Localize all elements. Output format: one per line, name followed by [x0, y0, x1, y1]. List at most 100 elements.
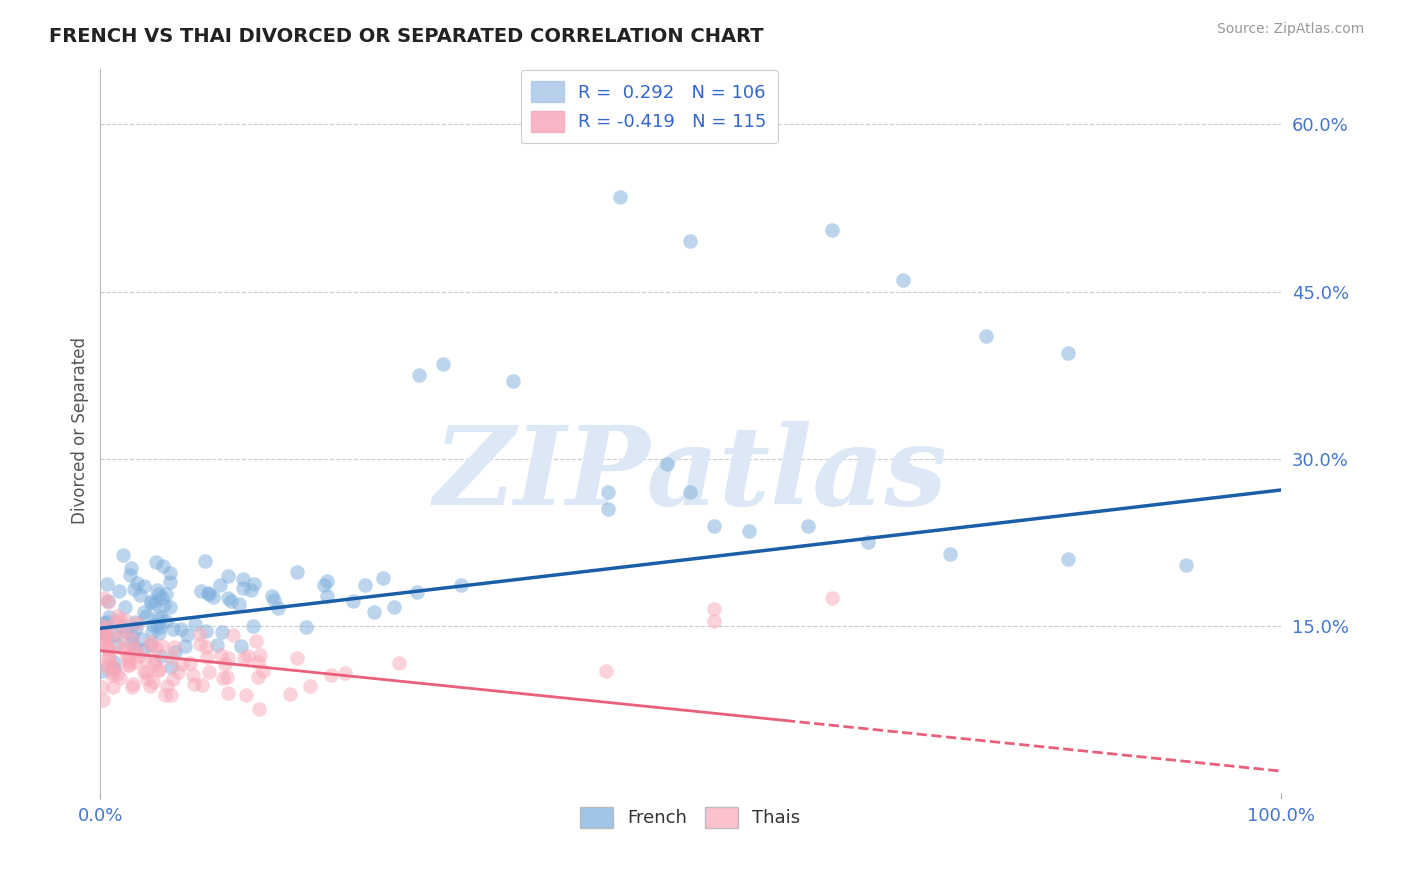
Point	[373, 571, 395, 585]
Point	[278, 687, 301, 701]
Point	[596, 502, 619, 516]
Point	[129, 588, 152, 602]
Point	[353, 578, 375, 592]
Point	[141, 634, 163, 648]
Point	[155, 615, 177, 629]
Point	[252, 664, 274, 678]
Point	[96, 615, 118, 629]
Point	[239, 583, 262, 598]
Point	[342, 594, 364, 608]
Point	[143, 657, 166, 671]
Point	[246, 655, 269, 669]
Point	[117, 649, 139, 664]
Point	[117, 657, 139, 672]
Point	[127, 575, 149, 590]
Point	[93, 632, 115, 646]
Point	[125, 643, 148, 657]
Point	[162, 672, 184, 686]
Point	[312, 578, 335, 592]
Point	[131, 632, 153, 647]
Point	[148, 609, 170, 624]
Point	[100, 629, 122, 643]
Point	[159, 660, 181, 674]
Point	[169, 623, 191, 637]
Point	[165, 645, 187, 659]
Point	[110, 612, 132, 626]
Point	[96, 576, 118, 591]
Point	[118, 567, 141, 582]
Point	[194, 554, 217, 568]
Point	[198, 665, 221, 679]
Point	[502, 374, 524, 388]
Point	[97, 641, 120, 656]
Point	[201, 591, 224, 605]
Point	[103, 656, 125, 670]
Point	[134, 651, 156, 665]
Point	[107, 666, 129, 681]
Point	[450, 578, 472, 592]
Point	[149, 649, 172, 664]
Point	[405, 585, 427, 599]
Point	[679, 485, 702, 500]
Point	[132, 605, 155, 619]
Point	[139, 638, 162, 652]
Text: Source: ZipAtlas.com: Source: ZipAtlas.com	[1216, 22, 1364, 37]
Point	[363, 606, 385, 620]
Point	[197, 586, 219, 600]
Point	[139, 596, 162, 610]
Point	[159, 651, 181, 665]
Point	[267, 601, 290, 615]
Point	[382, 600, 405, 615]
Point	[124, 640, 146, 655]
Point	[97, 594, 120, 608]
Point	[172, 657, 194, 672]
Point	[146, 582, 169, 597]
Point	[96, 641, 118, 656]
Point	[159, 688, 181, 702]
Point	[120, 636, 142, 650]
Point	[217, 568, 239, 582]
Point	[316, 590, 339, 604]
Point	[190, 584, 212, 599]
Point	[120, 561, 142, 575]
Point	[188, 637, 211, 651]
Point	[221, 594, 243, 608]
Point	[198, 587, 221, 601]
Point	[141, 624, 163, 639]
Point	[97, 657, 120, 672]
Point	[228, 597, 250, 611]
Point	[125, 622, 148, 636]
Point	[388, 656, 411, 670]
Point	[797, 518, 820, 533]
Point	[108, 671, 131, 685]
Point	[148, 626, 170, 640]
Point	[184, 617, 207, 632]
Point	[146, 663, 169, 677]
Point	[215, 670, 238, 684]
Point	[162, 622, 184, 636]
Point	[114, 599, 136, 614]
Point	[111, 619, 134, 633]
Point	[145, 555, 167, 569]
Point	[124, 655, 146, 669]
Point	[146, 618, 169, 632]
Point	[122, 582, 145, 597]
Point	[238, 648, 260, 663]
Point	[891, 273, 914, 287]
Point	[287, 650, 309, 665]
Point	[214, 657, 236, 672]
Point	[91, 626, 114, 640]
Text: ZIPatlas: ZIPatlas	[433, 421, 948, 528]
Point	[97, 650, 120, 665]
Point	[114, 624, 136, 638]
Point	[679, 235, 702, 249]
Point	[609, 190, 631, 204]
Point	[114, 642, 136, 657]
Point	[247, 702, 270, 716]
Point	[150, 591, 173, 605]
Point	[1175, 558, 1198, 572]
Point	[96, 620, 118, 634]
Point	[93, 615, 115, 630]
Point	[148, 664, 170, 678]
Point	[121, 632, 143, 646]
